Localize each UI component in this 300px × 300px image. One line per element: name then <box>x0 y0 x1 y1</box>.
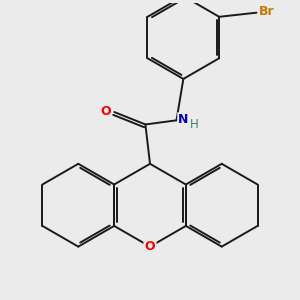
Text: Br: Br <box>259 5 274 18</box>
Text: O: O <box>100 105 111 118</box>
Text: N: N <box>178 113 188 126</box>
Text: H: H <box>190 118 199 131</box>
Text: O: O <box>145 240 155 253</box>
